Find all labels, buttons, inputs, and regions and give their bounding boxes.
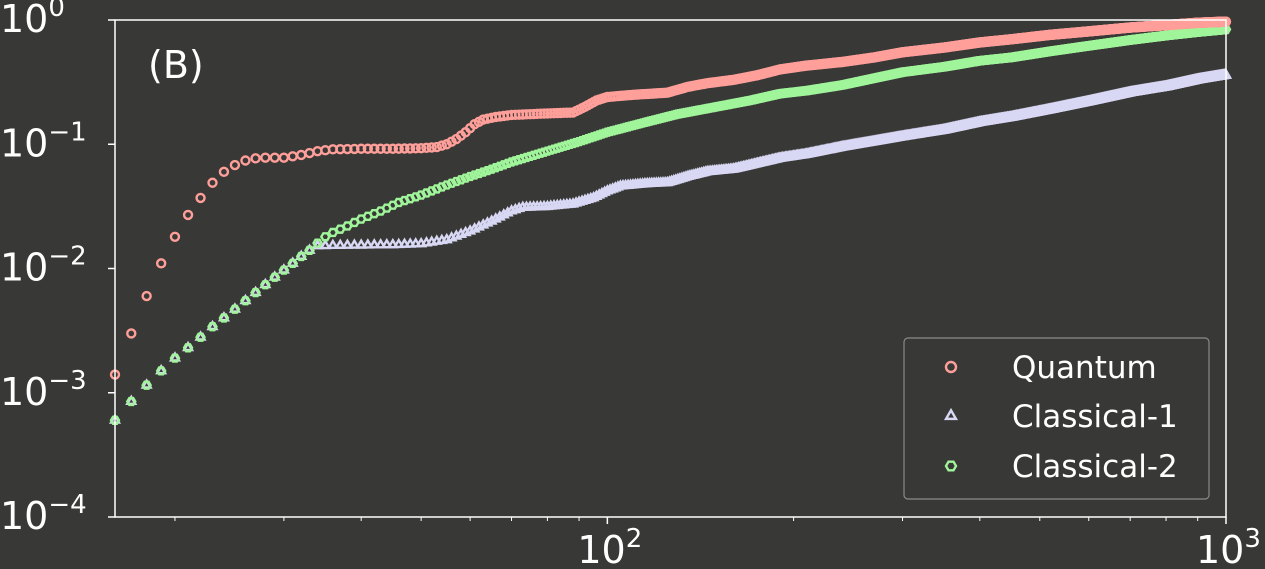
data-point-quantum bbox=[229, 159, 241, 171]
data-point-classical-2 bbox=[287, 258, 299, 269]
data-point-quantum bbox=[404, 143, 416, 154]
data-point-quantum bbox=[375, 143, 386, 154]
legend-item-classical-2: Classical-2 bbox=[944, 449, 1178, 485]
data-point-quantum bbox=[218, 166, 230, 178]
data-point-quantum bbox=[431, 141, 442, 153]
data-point-classical-2 bbox=[195, 332, 206, 342]
data-point-classical-1 bbox=[392, 237, 405, 249]
data-point-quantum bbox=[195, 192, 206, 204]
data-point-classical-1 bbox=[319, 238, 332, 250]
y-tick-label: 100 bbox=[0, 0, 65, 41]
data-point-classical-1 bbox=[386, 237, 399, 249]
legend-label-classical-2: Classical-2 bbox=[1012, 449, 1178, 485]
legend-label-quantum: Quantum bbox=[1012, 350, 1157, 386]
panel-label: (B) bbox=[148, 43, 204, 87]
data-point-classical-2 bbox=[109, 415, 121, 425]
data-point-classical-2 bbox=[229, 304, 241, 314]
legend-marker-classical-2 bbox=[944, 460, 958, 472]
data-point-classical-2 bbox=[218, 313, 230, 323]
data-point-quantum bbox=[421, 142, 432, 153]
data-point-quantum bbox=[250, 153, 261, 164]
data-point-quantum bbox=[399, 143, 410, 154]
data-point-classical-1 bbox=[355, 238, 368, 249]
data-point-quantum bbox=[387, 143, 399, 154]
y-tick-label: 10−1 bbox=[0, 117, 87, 165]
series-layer bbox=[108, 16, 1233, 425]
data-point-classical-1 bbox=[380, 237, 393, 249]
legend-marker-quantum bbox=[944, 360, 958, 374]
x-tick-label: 103 bbox=[1196, 524, 1261, 569]
x-tick-label: 102 bbox=[577, 524, 642, 569]
data-point-classical-2 bbox=[250, 287, 261, 298]
data-point-quantum bbox=[182, 209, 194, 221]
data-point-classical-1 bbox=[326, 238, 339, 250]
data-point-quantum bbox=[415, 142, 427, 154]
data-point-quantum bbox=[169, 231, 181, 242]
data-point-quantum bbox=[369, 143, 380, 154]
data-point-classical-2 bbox=[155, 366, 167, 376]
data-point-quantum bbox=[355, 143, 367, 154]
data-point-quantum bbox=[393, 143, 404, 154]
legend-item-classical-1: Classical-1 bbox=[943, 399, 1178, 435]
data-point-quantum bbox=[362, 143, 374, 154]
data-point-classical-2 bbox=[319, 232, 331, 242]
legend-frame bbox=[903, 337, 1210, 500]
data-point-quantum bbox=[155, 258, 167, 269]
y-tick-label: 10−2 bbox=[0, 242, 87, 290]
legend-item-quantum: Quantum bbox=[944, 350, 1157, 386]
data-point-classical-2 bbox=[141, 380, 153, 390]
data-point-classical-2 bbox=[327, 227, 339, 238]
data-point-classical-1 bbox=[398, 237, 411, 248]
legend: Quantum Classical-1 Classical-2 bbox=[903, 337, 1210, 500]
data-point-classical-2 bbox=[259, 280, 271, 290]
legend-marker-classical-1 bbox=[943, 407, 959, 421]
data-point-quantum bbox=[207, 177, 218, 188]
data-point-quantum bbox=[126, 328, 137, 339]
data-point-classical-2 bbox=[312, 238, 323, 248]
data-point-classical-2 bbox=[240, 296, 251, 306]
data-point-quantum bbox=[260, 152, 271, 163]
data-point-classical-1 bbox=[368, 238, 381, 249]
data-point-quantum bbox=[381, 143, 392, 154]
data-point-quantum bbox=[141, 290, 152, 302]
data-point-classical-2 bbox=[295, 251, 307, 262]
data-point-classical-1 bbox=[374, 237, 387, 249]
data-point-quantum bbox=[410, 143, 421, 154]
data-point-classical-2 bbox=[125, 396, 137, 407]
data-point-classical-2 bbox=[182, 343, 194, 353]
y-tick-label: 10−3 bbox=[0, 366, 87, 414]
legend-label-classical-1: Classical-1 bbox=[1012, 399, 1178, 435]
data-point-classical-1 bbox=[341, 238, 354, 249]
data-point-quantum bbox=[240, 155, 251, 166]
data-point-quantum bbox=[436, 140, 448, 151]
data-point-classical-1 bbox=[361, 238, 374, 249]
data-point-classical-2 bbox=[207, 322, 218, 332]
series-classical-2 bbox=[109, 24, 1232, 425]
data-point-classical-1 bbox=[404, 237, 417, 248]
data-point-classical-2 bbox=[169, 353, 181, 363]
series-classical-1 bbox=[108, 68, 1233, 424]
data-point-classical-1 bbox=[334, 238, 347, 249]
data-point-classical-1 bbox=[348, 238, 361, 249]
data-point-classical-2 bbox=[278, 265, 290, 275]
data-point-classical-2 bbox=[304, 245, 315, 256]
data-point-quantum bbox=[426, 142, 437, 153]
y-tick-label: 10−4 bbox=[0, 490, 87, 538]
data-point-classical-2 bbox=[269, 272, 281, 282]
